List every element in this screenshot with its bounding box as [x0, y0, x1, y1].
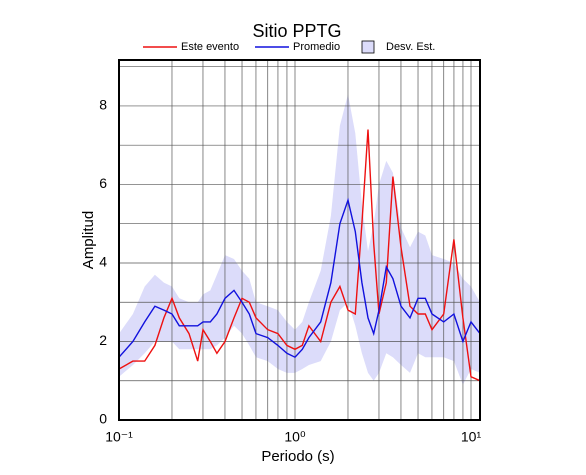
y-axis-label: Amplitud	[80, 211, 97, 269]
legend-label: Este evento	[181, 41, 239, 53]
x-tick-label: 10⁰	[284, 429, 306, 445]
series-line	[118, 197, 481, 359]
x-tick-label: 10⁻¹	[105, 429, 133, 445]
x-axis-label: Periodo (s)	[261, 448, 334, 465]
y-tick-label: 8	[99, 97, 107, 113]
plot-frame	[118, 59, 481, 421]
legend-label: Desv. Est.	[386, 41, 435, 53]
y-tick-label: 2	[99, 332, 107, 348]
series-line	[118, 129, 481, 382]
chart-title: Sitio PPTG	[252, 21, 341, 41]
std-band	[119, 94, 480, 385]
legend-swatch	[361, 40, 375, 54]
y-tick-label: 6	[99, 175, 107, 191]
x-tick-label: 10¹	[461, 429, 482, 445]
y-tick-label: 4	[99, 254, 107, 270]
legend-label: Promedio	[293, 41, 340, 53]
y-tick-label: 0	[99, 411, 107, 427]
